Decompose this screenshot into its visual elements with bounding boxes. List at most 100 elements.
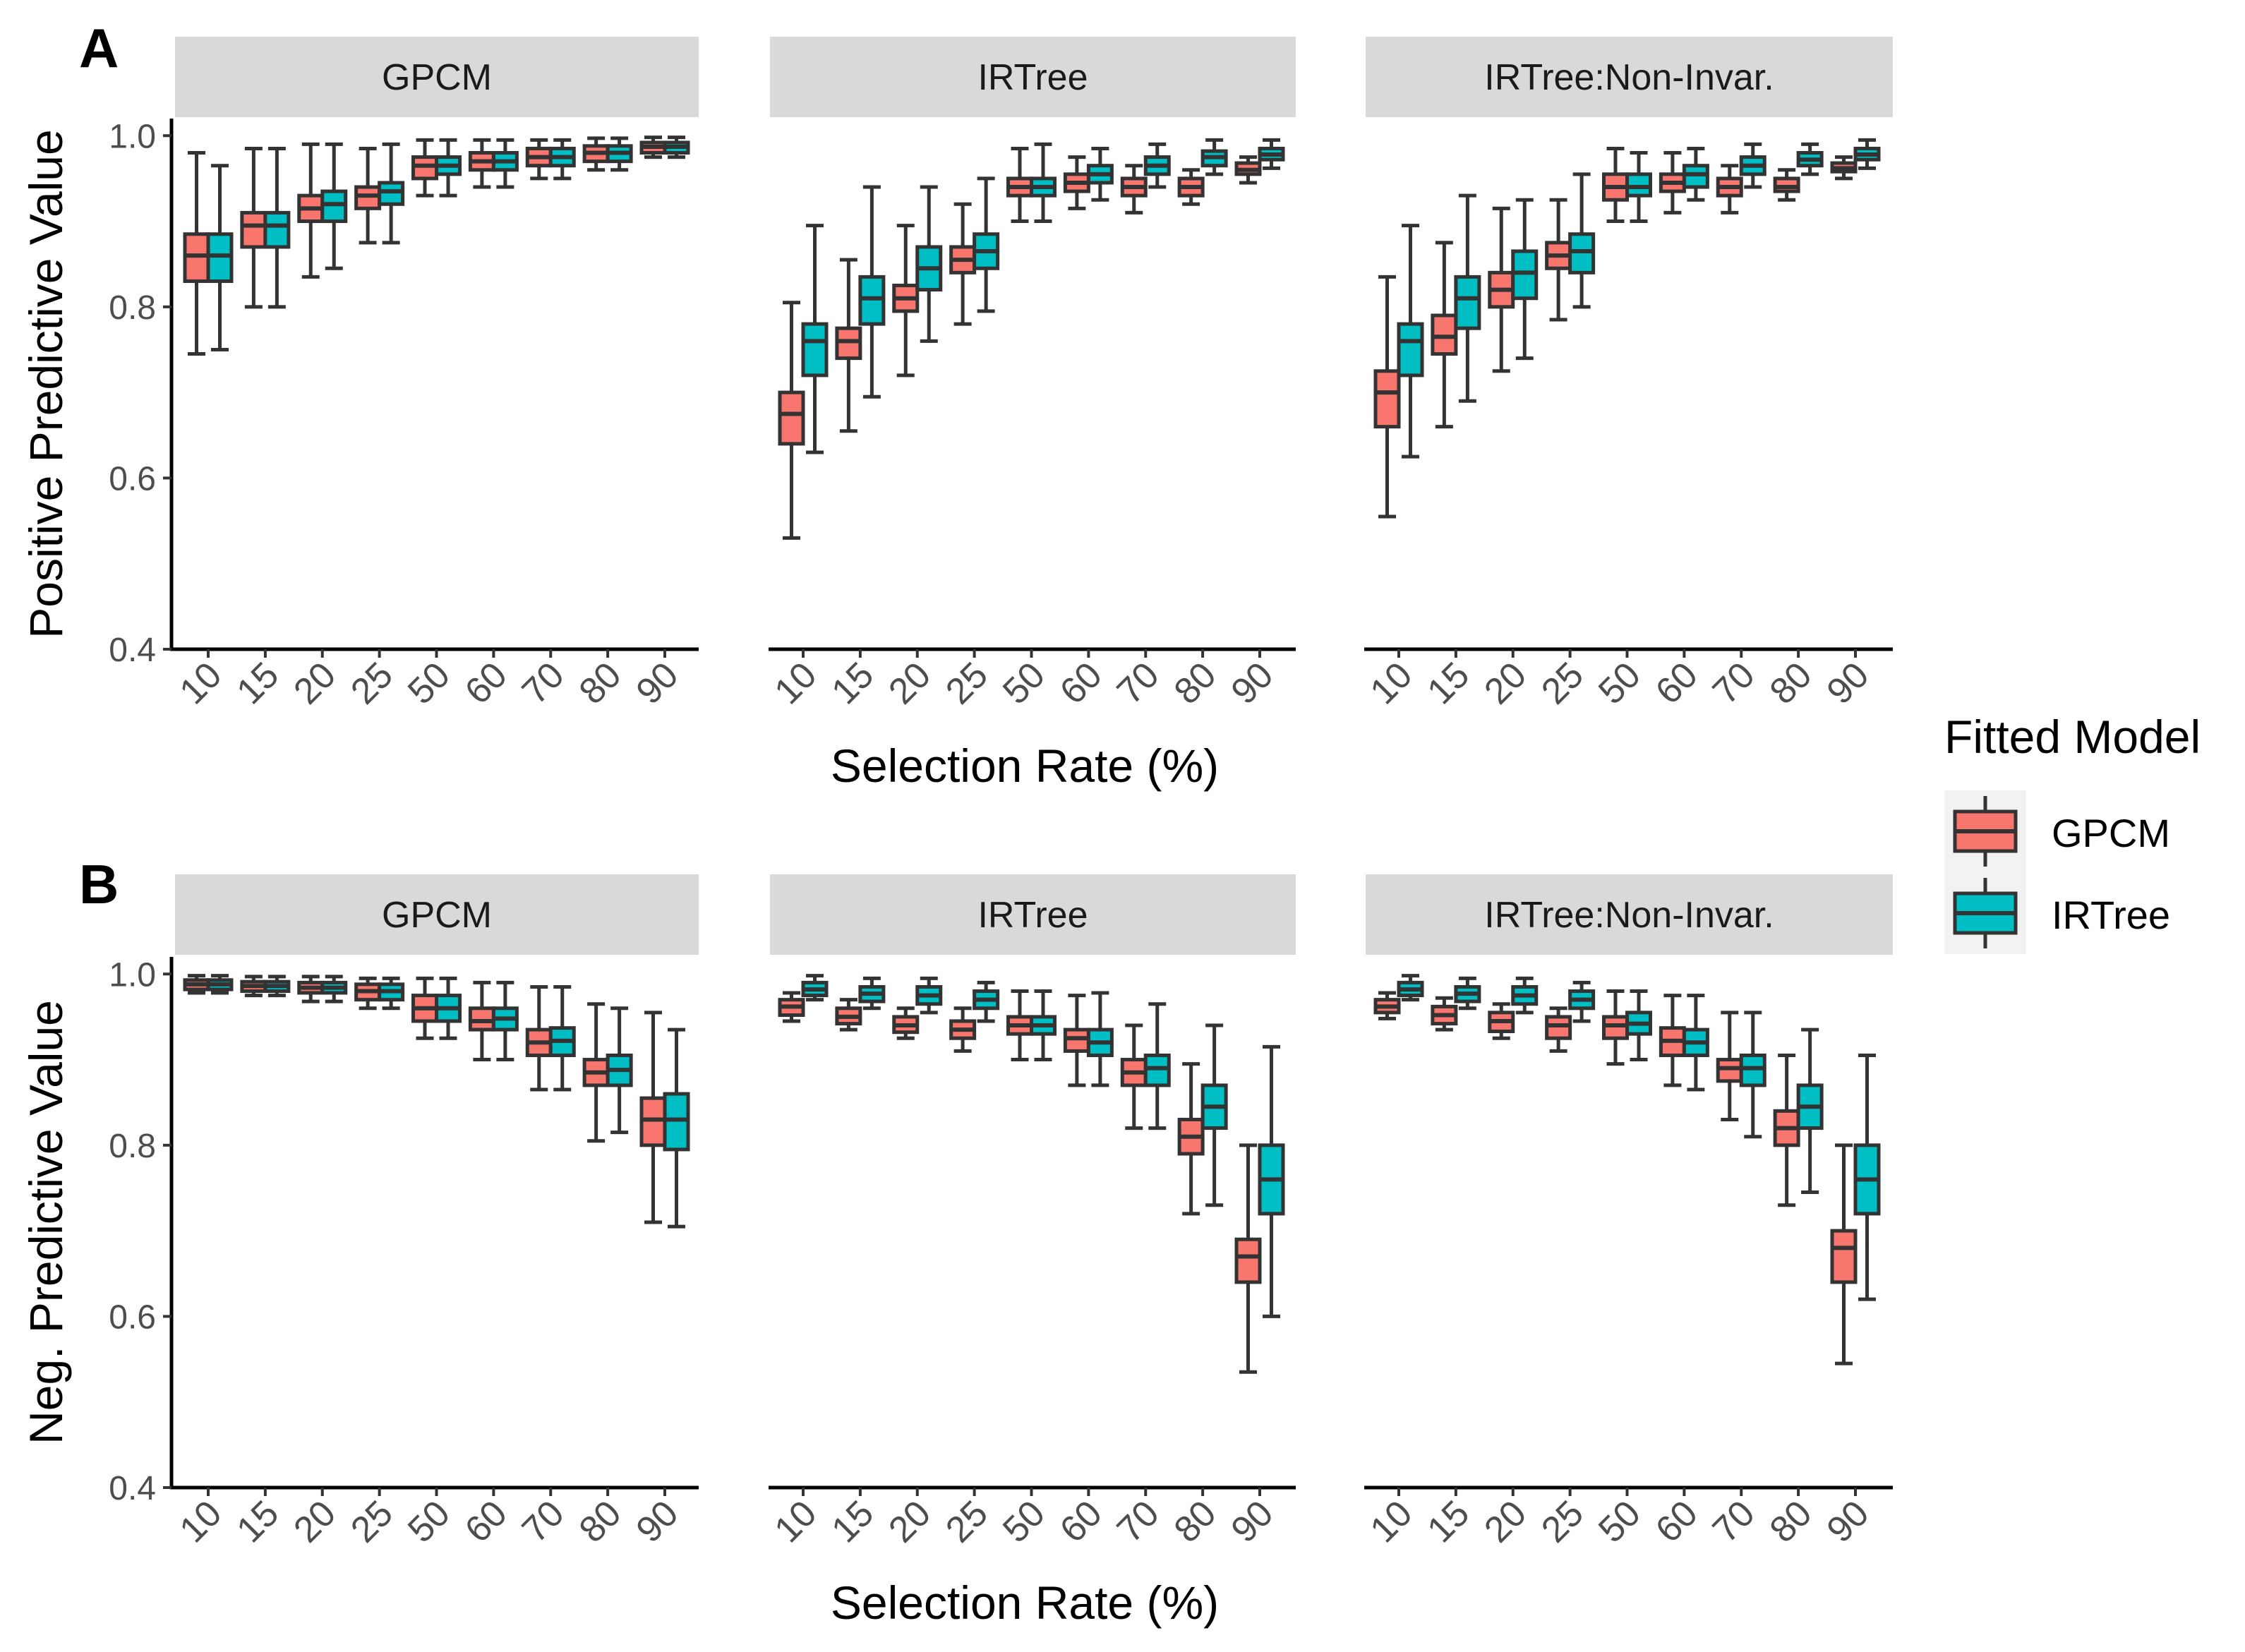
box-irtree-15	[858, 976, 886, 1011]
x-tick-label: 70	[1109, 1493, 1167, 1550]
box-irtree-25	[973, 176, 1000, 313]
box-body	[1511, 249, 1539, 301]
box-irtree-10	[1397, 224, 1424, 459]
x-tick-label: 80	[1762, 654, 1820, 712]
box-gpcm-80	[1773, 1053, 1800, 1207]
box-gpcm-15	[1431, 996, 1458, 1032]
x-tick-label: 60	[1648, 1493, 1706, 1550]
box-irtree-90	[1258, 1044, 1285, 1318]
x-tick-label: 20	[881, 1493, 939, 1550]
box-irtree-60	[491, 980, 519, 1062]
x-tick-label: 50	[1591, 654, 1649, 712]
box-gpcm-70	[1120, 1023, 1148, 1131]
facet-title: GPCM	[382, 57, 492, 98]
x-tick-label: 90	[629, 1493, 687, 1550]
box-irtree-25	[1568, 980, 1596, 1023]
box-body	[1602, 1015, 1629, 1040]
box-irtree-10	[1397, 974, 1424, 1002]
x-tick-label: 60	[1052, 654, 1110, 712]
y-tick-label: 1.0	[109, 118, 156, 155]
box-gpcm-70	[1716, 164, 1743, 215]
series-irtree	[801, 974, 1285, 1318]
facet-title: GPCM	[382, 895, 492, 936]
x-tick-label: 60	[1052, 1493, 1110, 1550]
box-irtree-10	[801, 974, 829, 1002]
box-gpcm-25	[949, 202, 977, 326]
box-body	[183, 232, 210, 283]
facet-strip	[175, 874, 699, 955]
x-tick-label: 25	[938, 654, 996, 712]
box-gpcm-10	[778, 301, 805, 540]
box-gpcm-50	[1602, 146, 1629, 224]
box-irtree-20	[320, 142, 348, 270]
box-body	[1739, 1053, 1766, 1087]
x-tick-label: 15	[229, 654, 287, 712]
box-irtree-20	[1511, 198, 1539, 361]
box-gpcm-80	[1773, 168, 1800, 202]
box-gpcm-80	[582, 136, 610, 172]
box-body	[1773, 176, 1800, 193]
box-gpcm-15	[1431, 241, 1458, 429]
box-irtree-90	[663, 1027, 690, 1229]
x-tick-label: 90	[1224, 654, 1282, 712]
x-axis-title: Selection Rate (%)	[831, 1576, 1219, 1629]
box-irtree-60	[1682, 994, 1709, 1092]
box-body	[1682, 164, 1709, 189]
facet-title: IRTree:Non-Invar.	[1484, 895, 1774, 936]
box-gpcm-25	[1545, 198, 1572, 322]
x-tick-label: 15	[824, 654, 881, 712]
x-tick-label: 70	[514, 1493, 572, 1550]
box-gpcm-60	[1659, 994, 1686, 1087]
box-gpcm-20	[1488, 206, 1515, 373]
box-gpcm-10	[183, 151, 210, 356]
y-tick-label: 1.0	[109, 956, 156, 994]
x-tick-label: 80	[1167, 654, 1224, 712]
x-tick-label: 70	[514, 654, 572, 712]
box-gpcm-50	[411, 138, 438, 198]
box-irtree-90	[1258, 138, 1285, 170]
series-irtree	[206, 974, 690, 1229]
series-gpcm	[1373, 146, 1858, 519]
box-gpcm-80	[1177, 168, 1205, 206]
box-gpcm-15	[835, 258, 862, 433]
box-gpcm-50	[1006, 146, 1033, 224]
box-irtree-50	[1030, 989, 1057, 1062]
series-gpcm	[183, 135, 667, 356]
box-gpcm-25	[1545, 1006, 1572, 1053]
box-body	[468, 1006, 495, 1032]
box-irtree-15	[263, 146, 291, 309]
y-tick-label: 0.8	[109, 289, 156, 327]
box-body	[354, 185, 382, 210]
x-tick-label: 80	[572, 1493, 630, 1550]
box-irtree-80	[606, 136, 633, 172]
x-tick-label: 50	[995, 1493, 1053, 1550]
box-irtree-60	[1086, 146, 1114, 202]
x-tick-label: 20	[286, 654, 344, 712]
x-tick-label: 50	[400, 654, 458, 712]
x-tick-label: 80	[572, 654, 630, 712]
box-body	[1063, 1027, 1090, 1053]
box-gpcm-10	[778, 991, 805, 1023]
box-gpcm-90	[1830, 155, 1858, 181]
box-irtree-50	[435, 976, 462, 1040]
x-tick-label: 10	[172, 654, 230, 712]
box-gpcm-70	[1716, 1011, 1743, 1121]
box-body	[1830, 1229, 1858, 1284]
box-gpcm-25	[949, 1006, 977, 1053]
x-tick-label: 15	[824, 1493, 881, 1550]
x-tick-label: 50	[995, 654, 1053, 712]
box-gpcm-90	[1830, 1143, 1858, 1365]
box-irtree-80	[606, 1006, 633, 1135]
facet-strip	[770, 37, 1296, 117]
x-tick-label: 15	[1419, 1493, 1477, 1550]
facet-strip	[1366, 37, 1893, 117]
box-gpcm-10	[1373, 275, 1401, 519]
box-irtree-60	[1086, 991, 1114, 1087]
chart-b: B Neg. Predictive Value Selection Rate (%)…	[20, 853, 1893, 1629]
